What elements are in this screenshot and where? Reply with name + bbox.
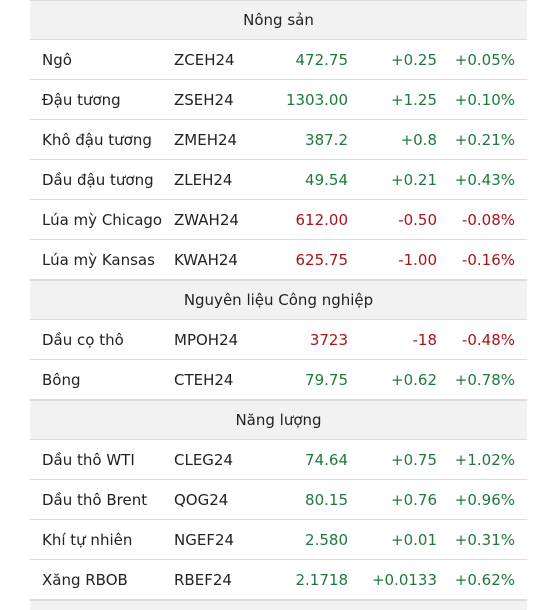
ticker-symbol: ZMEH24 — [174, 131, 238, 149]
table-row[interactable]: Bông CTEH24 79.75 +0.62 +0.78% — [30, 360, 527, 400]
commodity-name: Đậu tương — [42, 91, 121, 109]
percent-change: -0.48% — [461, 331, 515, 349]
commodity-name: Xăng RBOB — [42, 571, 128, 589]
ticker-symbol: ZLEH24 — [174, 171, 233, 189]
ticker-symbol: ZWAH24 — [174, 211, 239, 229]
last-price: 49.54 — [305, 171, 348, 189]
percent-change: -0.08% — [461, 211, 515, 229]
last-price: 612.00 — [295, 211, 349, 229]
price-change: +0.8 — [400, 131, 437, 149]
table-row[interactable]: Đậu tương ZSEH24 1303.00 +1.25 +0.10% — [30, 80, 527, 120]
percent-change: -0.16% — [461, 251, 515, 269]
section-header: Nông sản — [30, 0, 527, 40]
last-price: 74.64 — [305, 451, 348, 469]
commodity-name: Khí tự nhiên — [42, 531, 133, 549]
ticker-symbol: ZCEH24 — [174, 51, 235, 69]
table-row[interactable]: Xăng RBOB RBEF24 2.1718 +0.0133 +0.62% — [30, 560, 527, 600]
last-price: 3723 — [309, 331, 348, 349]
ticker-symbol: CTEH24 — [174, 371, 234, 389]
price-change: -18 — [412, 331, 438, 349]
ticker-symbol: QOG24 — [174, 491, 229, 509]
commodity-name: Dầu thô Brent — [42, 491, 148, 509]
commodity-name: Bông — [42, 371, 81, 389]
percent-change: +0.10% — [454, 91, 515, 109]
last-price: 2.1718 — [295, 571, 349, 589]
price-change: +0.01 — [391, 531, 437, 549]
last-price: 625.75 — [295, 251, 349, 269]
percent-change: +0.21% — [454, 131, 515, 149]
last-price: 387.2 — [305, 131, 348, 149]
table-row[interactable]: Lúa mỳ Chicago ZWAH24 612.00 -0.50 -0.08% — [30, 200, 527, 240]
table-row[interactable]: Khí tự nhiên NGEF24 2.580 +0.01 +0.31% — [30, 520, 527, 560]
table-row[interactable]: Lúa mỳ Kansas KWAH24 625.75 -1.00 -0.16% — [30, 240, 527, 280]
percent-change: +0.43% — [454, 171, 515, 189]
commodity-name: Dầu cọ thô — [42, 331, 124, 349]
last-price: 472.75 — [295, 51, 349, 69]
commodity-name: Lúa mỳ Chicago — [42, 211, 163, 229]
price-change: -1.00 — [398, 251, 437, 269]
commodity-name: Lúa mỳ Kansas — [42, 251, 155, 269]
percent-change: +0.31% — [454, 531, 515, 549]
commodity-name: Dầu đậu tương — [42, 171, 154, 189]
ticker-symbol: KWAH24 — [174, 251, 238, 269]
commodity-name: Dầu thô WTI — [42, 451, 135, 469]
commodity-price-table: Nông sản Ngô ZCEH24 472.75 +0.25 +0.05% Đậu tư… — [30, 0, 527, 610]
price-change: +0.75 — [391, 451, 437, 469]
percent-change: +0.96% — [454, 491, 515, 509]
section-header: Nguyên liệu Công nghiệp — [30, 280, 527, 320]
percent-change: +0.78% — [454, 371, 515, 389]
last-price: 2.580 — [305, 531, 348, 549]
price-change: -0.50 — [398, 211, 437, 229]
ticker-symbol: MPOH24 — [174, 331, 239, 349]
percent-change: +0.62% — [454, 571, 515, 589]
ticker-symbol: CLEG24 — [174, 451, 234, 469]
table-row[interactable]: Dầu đậu tương ZLEH24 49.54 +0.21 +0.43% — [30, 160, 527, 200]
price-change: +0.21 — [391, 171, 437, 189]
table-row[interactable]: Dầu thô Brent QOG24 80.15 +0.76 +0.96% — [30, 480, 527, 520]
commodity-name: Ngô — [42, 51, 72, 69]
table-row[interactable]: Dầu cọ thô MPOH24 3723 -18 -0.48% — [30, 320, 527, 360]
ticker-symbol: RBEF24 — [174, 571, 232, 589]
table-row[interactable]: Dầu thô WTI CLEG24 74.64 +0.75 +1.02% — [30, 440, 527, 480]
price-change: +1.25 — [391, 91, 437, 109]
commodity-name: Khô đậu tương — [42, 131, 152, 149]
price-change: +0.25 — [391, 51, 437, 69]
price-change: +0.76 — [391, 491, 437, 509]
section-header: Năng lượng — [30, 400, 527, 440]
price-change: +0.62 — [391, 371, 437, 389]
last-price: 79.75 — [305, 371, 348, 389]
last-price: 1303.00 — [285, 91, 348, 109]
table-row[interactable]: Ngô ZCEH24 472.75 +0.25 +0.05% — [30, 40, 527, 80]
last-price: 80.15 — [305, 491, 348, 509]
table-row[interactable]: Khô đậu tương ZMEH24 387.2 +0.8 +0.21% — [30, 120, 527, 160]
price-change: +0.0133 — [371, 571, 437, 589]
ticker-symbol: NGEF24 — [174, 531, 235, 549]
table-footer-strip — [30, 600, 527, 610]
percent-change: +1.02% — [454, 451, 515, 469]
ticker-symbol: ZSEH24 — [174, 91, 234, 109]
percent-change: +0.05% — [454, 51, 515, 69]
